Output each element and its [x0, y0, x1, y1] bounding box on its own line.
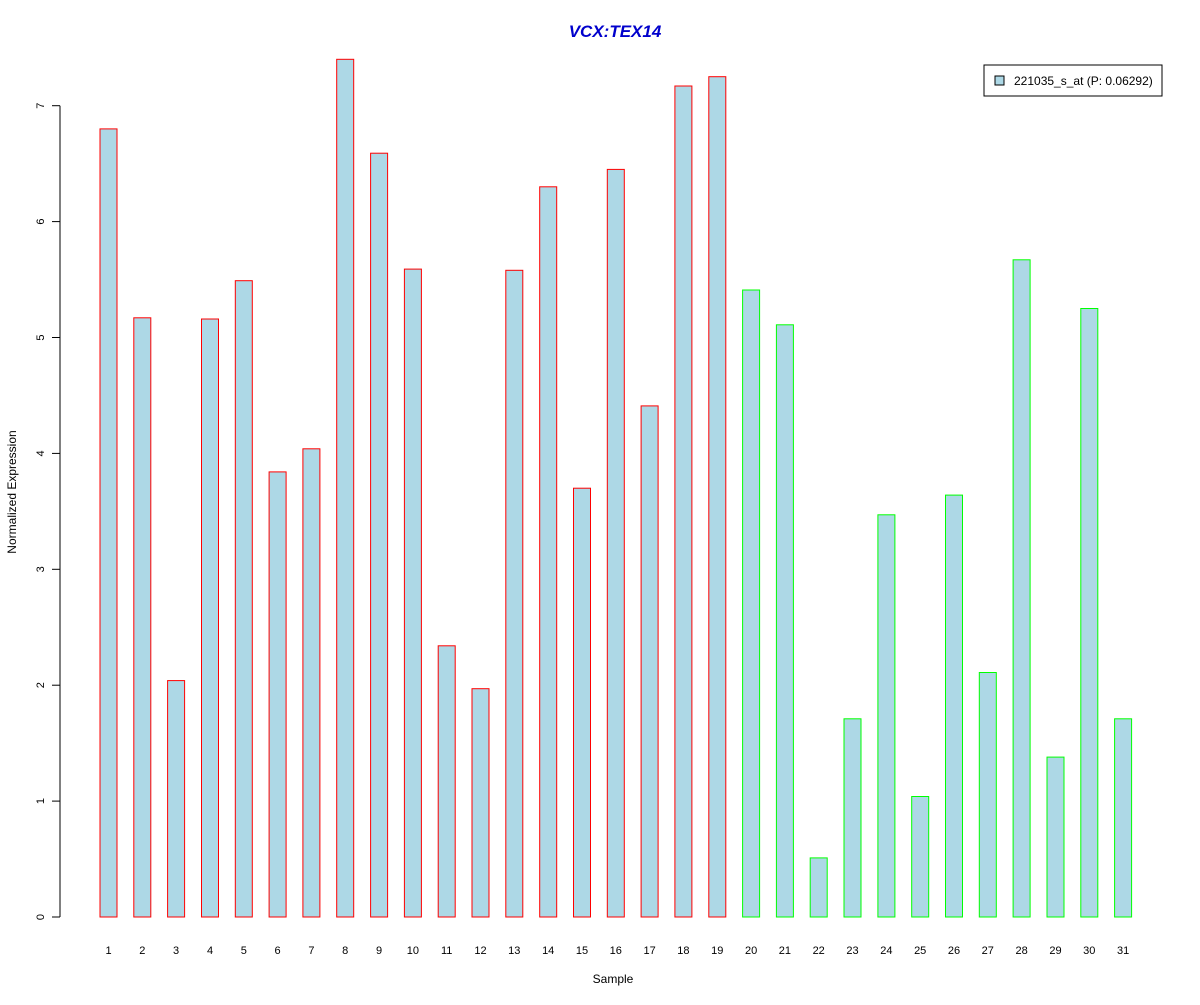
legend-label: 221035_s_at (P: 0.06292): [1014, 74, 1153, 88]
x-tick-labels: 1 2 3 4 5 6 7 8 9 10 11 12 13 14 15 16 17 18 19 20 21 22 23 24 2…: [105, 945, 1129, 957]
bar: [99, 128, 118, 918]
bar: [742, 289, 761, 918]
x-tick-label: 2: [139, 945, 145, 957]
x-tick-label: 8: [342, 945, 348, 957]
bar: [809, 857, 828, 918]
y-tick-label: 2: [35, 682, 47, 688]
bar: [336, 58, 355, 918]
bar: [877, 514, 896, 918]
bar: [539, 186, 558, 918]
y-tick-label: 7: [35, 103, 47, 109]
x-tick-label: 5: [241, 945, 247, 957]
x-tick-label: 23: [846, 945, 858, 957]
x-tick-label: 22: [813, 945, 825, 957]
bar: [437, 645, 456, 918]
y-tick-label: 1: [35, 798, 47, 804]
x-tick-label: 27: [982, 945, 994, 957]
bar: [201, 318, 219, 918]
legend-swatch: [994, 75, 1005, 86]
bar: [1046, 756, 1065, 918]
bar: [640, 405, 659, 918]
y-axis-label: Normalized Expression: [5, 430, 19, 553]
bar: [268, 471, 287, 918]
x-tick-label: 24: [880, 945, 892, 957]
bar: [945, 494, 963, 918]
bar: [505, 269, 524, 918]
x-tick-label: 19: [711, 945, 723, 957]
bar: [302, 448, 321, 918]
x-tick-label: 18: [677, 945, 689, 957]
bar: [843, 718, 862, 918]
x-tick-label: 25: [914, 945, 926, 957]
x-tick-label: 11: [441, 945, 452, 957]
x-tick-label: 9: [376, 945, 382, 957]
bar: [978, 672, 997, 918]
x-tick-label: 15: [576, 945, 588, 957]
bar: [167, 680, 186, 918]
y-tick-label: 6: [35, 219, 47, 225]
bar: [403, 268, 422, 918]
bar: [471, 688, 490, 918]
legend: 221035_s_at (P: 0.06292): [983, 64, 1163, 97]
x-tick-label: 16: [610, 945, 622, 957]
y-tick-label: 3: [35, 566, 47, 572]
x-tick-label: 21: [779, 945, 791, 957]
bar: [133, 317, 152, 918]
bars-group: [99, 58, 1133, 918]
x-axis-label: Sample: [593, 972, 634, 986]
chart-title: VCX:TEX14: [569, 22, 662, 41]
x-tick-label: 7: [308, 945, 314, 957]
x-tick-label: 14: [542, 945, 554, 957]
y-axis: 0 1 2 3 4 5 6 7: [35, 103, 61, 920]
y-tick-label: 5: [35, 334, 47, 340]
x-tick-label: 31: [1117, 945, 1129, 957]
x-tick-label: 26: [948, 945, 960, 957]
y-tick-label: 4: [35, 450, 47, 456]
bar: [606, 168, 625, 918]
x-tick-label: 3: [173, 945, 179, 957]
legend-box: [983, 64, 1163, 97]
x-tick-label: 28: [1015, 945, 1027, 957]
bar: [911, 796, 930, 918]
x-tick-label: 1: [105, 945, 111, 957]
bar: [234, 280, 253, 918]
bar: [775, 324, 794, 918]
x-tick-label: 20: [745, 945, 757, 957]
bar: [708, 76, 727, 918]
x-tick-label: 12: [474, 945, 486, 957]
bar: [370, 152, 389, 918]
x-tick-label: 4: [207, 945, 213, 957]
x-tick-label: 17: [643, 945, 655, 957]
x-tick-label: 6: [275, 945, 281, 957]
bar: [1080, 308, 1099, 918]
x-tick-label: 30: [1083, 945, 1095, 957]
x-tick-label: 29: [1049, 945, 1061, 957]
x-tick-label: 10: [407, 945, 419, 957]
bar: [573, 487, 591, 918]
y-tick-label: 0: [35, 914, 47, 920]
x-tick-label: 13: [508, 945, 520, 957]
bar: [1114, 718, 1133, 918]
bar: [1012, 259, 1031, 918]
bar: [674, 85, 693, 918]
